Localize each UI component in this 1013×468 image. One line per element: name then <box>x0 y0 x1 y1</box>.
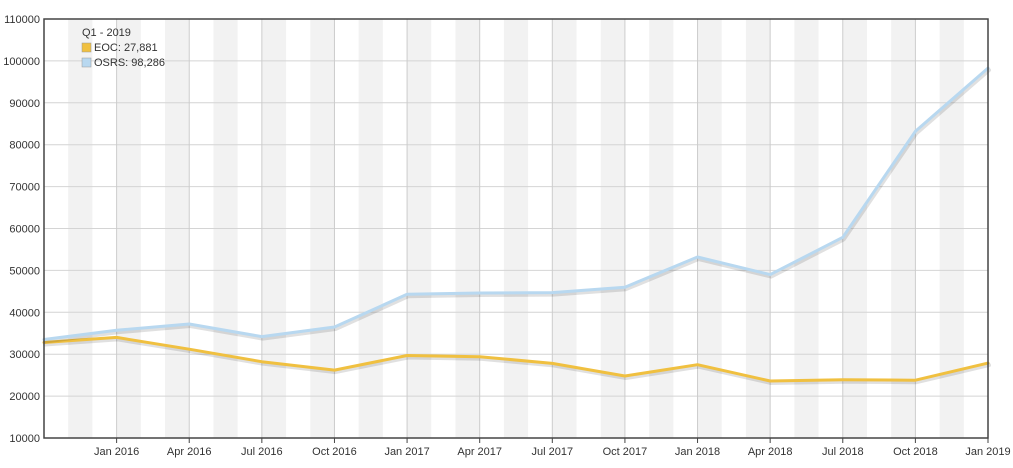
y-tick-label: 110000 <box>4 14 40 26</box>
series-line-eoc <box>42 335 990 383</box>
y-tick-label: 80000 <box>9 140 40 152</box>
y-tick-label: 50000 <box>9 265 40 277</box>
x-tick-label: Jul 2016 <box>241 446 283 458</box>
plot-border <box>43 18 989 439</box>
x-tick-label: Oct 2018 <box>893 446 938 458</box>
legend-label-osrs: OSRS: 98,286 <box>94 57 165 69</box>
legend: Q1 - 2019 EOC: 27,881 OSRS: 98,286 <box>81 27 165 69</box>
legend-swatch-osrs <box>81 57 92 68</box>
x-axis-tick-labels: Jan 2016 Apr 2016 Jul 2016 Oct 2016 Jan 2017… <box>94 446 1011 458</box>
y-axis-tick-labels: 10000 20000 30000 40000 50000 60000 70000 80000… <box>3 14 40 445</box>
y-tick-label: 30000 <box>9 349 40 361</box>
y-tick-label: 70000 <box>9 182 40 194</box>
vertical-gridlines <box>116 19 989 443</box>
y-tick-label: 10000 <box>9 433 40 445</box>
legend-swatch-eoc <box>81 42 92 53</box>
x-tick-label: Jan 2018 <box>675 446 720 458</box>
x-tick-label: Jul 2018 <box>822 446 864 458</box>
x-tick-label: Jan 2017 <box>384 446 429 458</box>
y-tick-label: 60000 <box>9 224 40 236</box>
x-tick-label: Jan 2016 <box>94 446 139 458</box>
y-tick-label: 100000 <box>3 56 40 68</box>
x-tick-label: Apr 2016 <box>167 446 212 458</box>
series-shadow-osrs <box>43 68 991 344</box>
y-tick-label: 40000 <box>9 307 40 319</box>
series-shadow-eoc <box>43 337 991 385</box>
x-tick-label: Oct 2017 <box>603 446 648 458</box>
x-tick-label: Oct 2016 <box>312 446 357 458</box>
series-layer <box>42 66 991 385</box>
legend-header: Q1 - 2019 <box>82 27 131 39</box>
x-tick-label: Jul 2017 <box>532 446 574 458</box>
y-tick-label: 20000 <box>9 391 40 403</box>
x-tick-label: Apr 2018 <box>748 446 793 458</box>
x-tick-label: Jan 2019 <box>965 446 1010 458</box>
legend-label-eoc: EOC: 27,881 <box>94 42 158 54</box>
x-tick-label: Apr 2017 <box>457 446 502 458</box>
y-tick-label: 90000 <box>9 98 40 110</box>
series-line-osrs <box>42 66 990 341</box>
